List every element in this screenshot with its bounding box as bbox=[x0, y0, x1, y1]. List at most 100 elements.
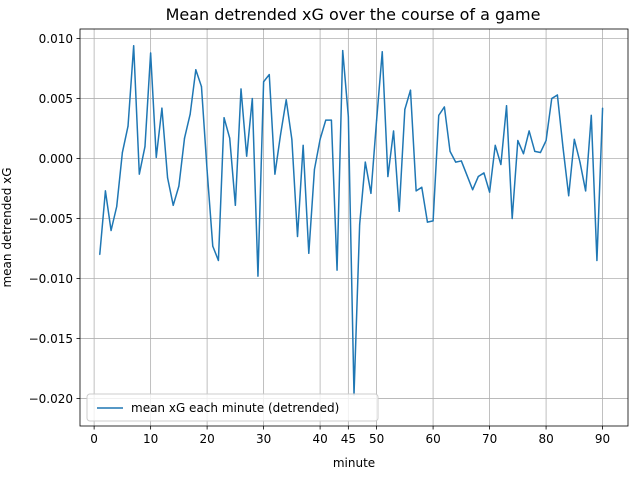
data-point bbox=[545, 139, 547, 142]
data-point bbox=[116, 205, 118, 208]
y-axis: 0.010 0.005 0.000 −0.005 −0.010 −0.015 −0.020 bbox=[29, 32, 80, 406]
data-point bbox=[347, 115, 349, 118]
x-tick-label: 90 bbox=[595, 432, 610, 446]
y-tick-label: −0.020 bbox=[29, 392, 73, 406]
y-axis-label: mean detrended xG bbox=[0, 167, 14, 287]
data-point bbox=[517, 139, 519, 142]
data-point bbox=[381, 51, 383, 53]
data-point bbox=[398, 210, 400, 212]
series-line-0 bbox=[99, 45, 604, 396]
data-point bbox=[121, 151, 123, 154]
y-tick-label: 0.010 bbox=[39, 32, 73, 46]
data-point bbox=[511, 217, 513, 220]
data-point bbox=[246, 155, 248, 157]
data-point bbox=[138, 173, 140, 175]
x-tick-label: 40 bbox=[312, 432, 327, 446]
data-point bbox=[99, 253, 101, 256]
data-point bbox=[472, 189, 474, 191]
data-point bbox=[466, 174, 468, 176]
data-point bbox=[217, 259, 220, 262]
data-point bbox=[551, 97, 553, 100]
legend-box bbox=[86, 393, 379, 422]
chart-title: Mean detrended xG over the course of a g… bbox=[166, 5, 541, 24]
data-point bbox=[370, 192, 372, 194]
data-point bbox=[229, 137, 231, 139]
data-point bbox=[200, 85, 203, 88]
y-tick-label: −0.005 bbox=[29, 212, 73, 226]
data-point bbox=[183, 137, 186, 139]
data-point bbox=[562, 147, 564, 149]
data-point bbox=[460, 160, 462, 162]
x-tick-label: 20 bbox=[199, 432, 214, 446]
data-point bbox=[500, 163, 502, 166]
data-point bbox=[166, 177, 169, 179]
y-tick-label: −0.015 bbox=[29, 332, 73, 346]
data-point bbox=[539, 151, 542, 154]
data-point bbox=[438, 114, 440, 116]
data-point bbox=[421, 186, 423, 188]
data-point bbox=[251, 97, 253, 100]
data-point bbox=[330, 119, 333, 121]
data-point bbox=[455, 161, 457, 163]
data-point bbox=[178, 185, 180, 187]
data-point bbox=[364, 161, 366, 163]
data-point bbox=[375, 119, 378, 121]
data-point bbox=[601, 107, 604, 109]
data-point bbox=[522, 153, 525, 155]
data-point bbox=[449, 150, 451, 152]
data-point bbox=[155, 156, 157, 158]
data-point bbox=[234, 204, 236, 206]
x-tick-label: 45 bbox=[341, 432, 356, 446]
x-tick-label: 70 bbox=[482, 432, 497, 446]
data-point bbox=[268, 73, 270, 76]
data-point bbox=[257, 275, 259, 277]
data-point bbox=[279, 133, 282, 136]
data-point bbox=[585, 190, 587, 192]
data-point bbox=[240, 88, 242, 90]
data-point bbox=[212, 245, 214, 247]
data-point bbox=[110, 229, 112, 232]
data-point bbox=[488, 191, 491, 193]
data-point bbox=[596, 259, 598, 262]
data-point bbox=[443, 106, 445, 108]
data-point bbox=[223, 117, 225, 119]
data-point bbox=[483, 172, 485, 174]
x-tick-label: 0 bbox=[90, 432, 98, 446]
data-point bbox=[319, 138, 321, 140]
grid bbox=[80, 29, 628, 426]
x-tick-label: 10 bbox=[143, 432, 158, 446]
data-point bbox=[195, 69, 197, 71]
y-tick-label: 0.005 bbox=[39, 92, 73, 106]
data-point bbox=[342, 49, 344, 52]
data-point bbox=[409, 89, 412, 91]
data-point bbox=[313, 168, 316, 170]
data-point bbox=[296, 235, 299, 238]
data-point bbox=[404, 108, 406, 110]
x-tick-label: 60 bbox=[425, 432, 440, 446]
data-point bbox=[127, 125, 129, 127]
data-point bbox=[477, 175, 479, 178]
y-tick-label: −0.010 bbox=[29, 272, 73, 286]
y-tick-label: 0.000 bbox=[39, 152, 73, 166]
data-point bbox=[415, 190, 417, 192]
x-tick-label: 80 bbox=[538, 432, 553, 446]
data-point bbox=[494, 144, 496, 146]
data-point bbox=[426, 221, 429, 223]
data-point bbox=[172, 204, 174, 206]
data-point bbox=[534, 150, 536, 152]
data-point bbox=[161, 107, 163, 109]
data-point bbox=[325, 119, 327, 121]
data-point bbox=[133, 45, 135, 47]
x-tick-label: 30 bbox=[256, 432, 271, 446]
data-point bbox=[104, 190, 107, 192]
data-point bbox=[336, 269, 338, 271]
data-point bbox=[263, 81, 265, 83]
data-point bbox=[568, 195, 570, 197]
data-point bbox=[392, 130, 395, 132]
data-point bbox=[291, 138, 293, 140]
data-point bbox=[528, 130, 530, 132]
x-axis-label: minute bbox=[333, 456, 375, 470]
data-point bbox=[189, 113, 191, 115]
data-point bbox=[556, 94, 558, 96]
